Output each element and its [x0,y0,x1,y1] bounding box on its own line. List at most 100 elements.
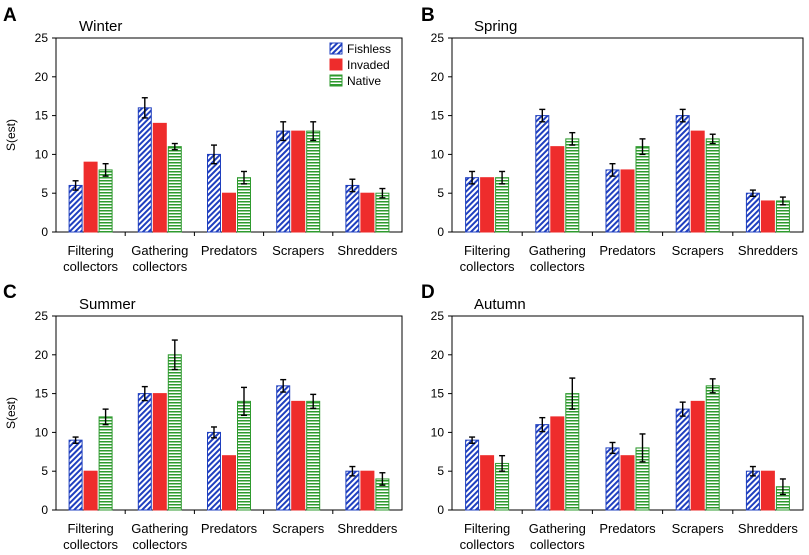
bar-fishless [745,470,760,511]
panel-d: DAutumn0510152025FilteringcollectorsGath… [421,282,804,552]
x-category-label: collectors [132,259,187,274]
panel-title: Summer [79,296,136,313]
panel-label: B [421,5,435,26]
bar-native [237,400,251,511]
y-tick-label: 25 [431,309,445,323]
y-tick-label: 10 [431,425,445,439]
x-category-label: collectors [460,537,515,552]
x-category-label: collectors [460,259,515,274]
legend-label-invaded: Invaded [347,58,390,72]
bar-native [237,177,251,233]
bar-native [375,192,390,233]
bar-invaded [690,130,705,233]
bar-fishless [675,408,690,511]
bar-native [705,138,720,233]
bar-invaded [83,470,98,511]
x-category-label: Predators [599,521,656,536]
bar-invaded [620,169,635,233]
x-category-label: collectors [63,259,118,274]
y-tick-label: 0 [41,225,48,239]
bar-fishless [345,184,360,233]
bar-native [167,354,182,511]
bar-invaded [291,130,306,233]
x-category-label: Scrapers [272,243,325,258]
bar-invaded [360,192,375,233]
y-tick-label: 25 [35,309,49,323]
legend-label-native: Native [347,74,381,88]
bar-native [495,177,510,233]
x-category-label: Shredders [738,521,798,536]
y-tick-label: 20 [35,70,49,84]
x-category-label: Gathering [529,243,586,258]
panel-c: CSummer0510152025S(est)Filteringcollecto… [3,282,403,552]
x-category-label: Filtering [67,243,113,258]
x-category-label: Scrapers [672,243,725,258]
y-tick-label: 5 [41,186,48,200]
x-category-label: Predators [201,243,258,258]
y-tick-label: 20 [431,70,445,84]
panel-a: AWinter0510152025S(est)Filteringcollecto… [3,5,403,274]
y-tick-label: 20 [35,348,49,362]
y-tick-label: 25 [431,31,445,45]
bar-fishless [68,439,83,511]
x-category-label: Filtering [67,521,113,536]
x-category-label: Shredders [738,243,798,258]
bar-native [705,385,720,511]
y-axis-label: S(est) [4,119,18,151]
bar-invaded [480,455,495,511]
y-tick-label: 0 [437,225,444,239]
legend-swatch-fishless [329,42,343,55]
bar-fishless [276,130,291,233]
bar-invaded [690,400,705,511]
bar-invaded [550,146,565,233]
bar-invaded [760,200,775,233]
bar-native [98,416,113,511]
y-tick-label: 15 [35,387,49,401]
bar-invaded [291,400,306,511]
x-category-label: collectors [530,259,585,274]
y-tick-label: 0 [437,503,444,517]
panels: AWinter0510152025S(est)Filteringcollecto… [3,5,804,552]
x-category-label: collectors [63,537,118,552]
bar-fishless [605,447,620,511]
x-category-label: Predators [201,521,258,536]
x-category-label: Scrapers [672,521,725,536]
bar-invaded [480,177,495,233]
y-tick-label: 10 [35,425,49,439]
bar-fishless [535,115,550,233]
bar-invaded [152,122,167,233]
bar-invaded [550,416,565,511]
bar-native [635,146,650,233]
bar-fishless [605,169,620,233]
y-tick-label: 15 [35,109,49,123]
y-tick-label: 0 [41,503,48,517]
bar-fishless [675,115,690,233]
legend-swatch-invaded [329,58,343,71]
bar-invaded [222,455,236,511]
y-tick-label: 15 [431,109,445,123]
bar-fishless [207,153,221,233]
bar-native [98,169,113,233]
x-category-label: Shredders [337,243,397,258]
bar-native [565,138,580,233]
panel-b: BSpring0510152025FilteringcollectorsGath… [421,5,804,274]
bar-invaded [83,161,98,233]
y-tick-label: 10 [35,147,49,161]
y-tick-label: 15 [431,387,445,401]
bar-fishless [535,424,550,511]
bar-invaded [360,470,375,511]
bar-invaded [222,192,236,233]
bar-fishless [137,107,152,233]
bar-fishless [465,439,480,511]
x-category-label: Scrapers [272,521,325,536]
panel-title: Spring [474,18,517,35]
x-category-label: collectors [132,537,187,552]
panel-title: Winter [79,18,122,35]
panel-label: D [421,282,435,303]
y-tick-label: 5 [437,464,444,478]
legend-swatch-native [329,74,343,87]
bar-invaded [620,455,635,511]
x-category-label: Gathering [131,521,188,536]
panel-label: C [3,282,17,303]
